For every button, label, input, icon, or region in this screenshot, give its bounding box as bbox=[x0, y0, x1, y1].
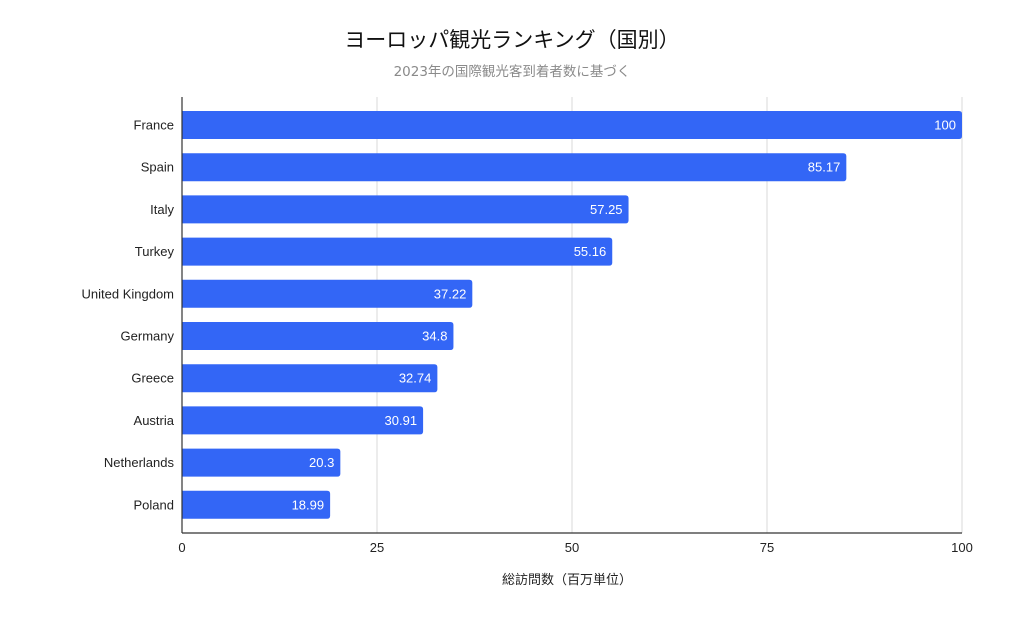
bar bbox=[182, 111, 962, 139]
value-label: 34.8 bbox=[422, 329, 447, 344]
value-label: 18.99 bbox=[292, 497, 325, 512]
bar bbox=[182, 322, 454, 350]
value-label: 55.16 bbox=[574, 244, 607, 259]
value-label: 100 bbox=[934, 118, 956, 133]
bar bbox=[182, 490, 331, 519]
x-tick-labels: 0 25 50 75 100 bbox=[178, 540, 972, 555]
chart-title: ヨーロッパ観光ランキング（国別） bbox=[344, 28, 680, 52]
bar bbox=[182, 153, 847, 182]
bars: 100 85.17 57.25 55.16 37.22 34.8 32.74 30.91 20.… bbox=[182, 111, 962, 519]
category-label: France bbox=[134, 118, 174, 133]
category-label: Netherlands bbox=[104, 455, 175, 470]
category-labels: France Spain Italy Turkey United Kingdom Germ… bbox=[82, 118, 175, 513]
value-label: 57.25 bbox=[590, 202, 623, 217]
bar bbox=[182, 448, 341, 477]
tick-label: 25 bbox=[370, 540, 384, 555]
category-label: Turkey bbox=[135, 244, 175, 259]
bar bbox=[182, 279, 473, 308]
bar bbox=[182, 195, 629, 224]
chart-subtitle: 2023年の国際観光客到着者数に基づく bbox=[393, 64, 631, 80]
tick-label: 75 bbox=[760, 540, 774, 555]
category-label: Germany bbox=[121, 329, 175, 344]
bar bbox=[182, 364, 438, 393]
value-label: 30.91 bbox=[385, 413, 418, 428]
category-label: United Kingdom bbox=[82, 286, 175, 301]
category-label: Poland bbox=[134, 497, 174, 512]
category-label: Austria bbox=[134, 413, 175, 428]
value-label: 32.74 bbox=[399, 371, 432, 386]
value-label: 37.22 bbox=[434, 286, 467, 301]
category-label: Greece bbox=[131, 371, 174, 386]
tick-label: 0 bbox=[178, 540, 185, 555]
bar bbox=[182, 406, 424, 435]
tick-label: 50 bbox=[565, 540, 579, 555]
category-label: Spain bbox=[141, 160, 174, 175]
tick-label: 100 bbox=[951, 540, 973, 555]
x-axis-label: 総訪問数（百万単位） bbox=[502, 572, 632, 588]
bar bbox=[182, 237, 613, 266]
value-label: 20.3 bbox=[309, 455, 334, 470]
category-label: Italy bbox=[150, 202, 174, 217]
value-label: 85.17 bbox=[808, 160, 841, 175]
